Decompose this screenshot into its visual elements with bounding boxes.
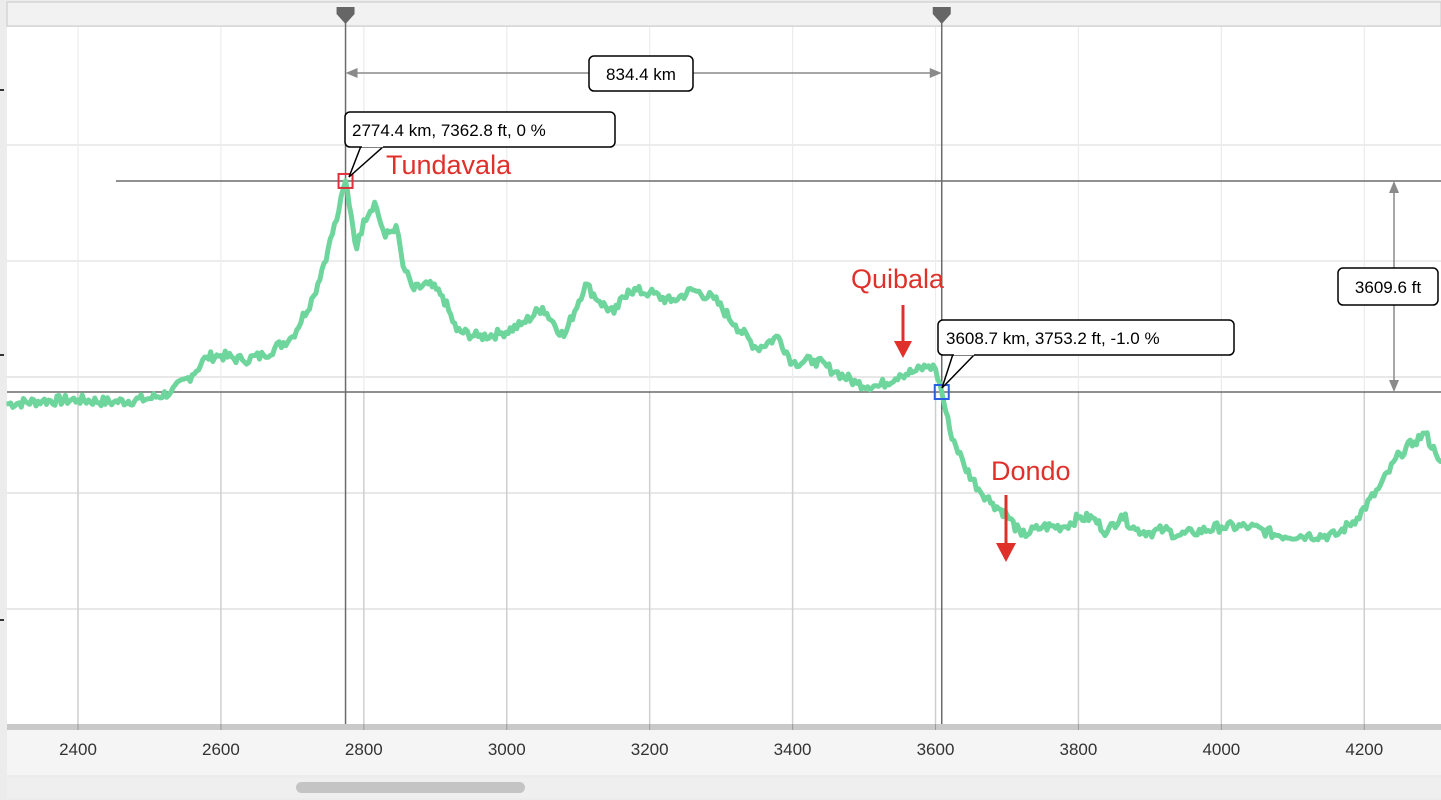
horizontal-scrollbar-thumb[interactable] [296, 782, 525, 793]
end-callout-pointer [941, 353, 976, 389]
x-tick-label: 3600 [917, 740, 955, 759]
elevation-arrow-head-bottom [1389, 380, 1399, 392]
x-tick-label: 4200 [1345, 740, 1383, 759]
elevation-series-line[interactable] [6, 178, 1441, 543]
x-tick-label: 3800 [1060, 740, 1098, 759]
end-marker-label: 3608.7 km, 3753.2 ft, -1.0 % [946, 329, 1160, 348]
start-callout-pointer [348, 145, 385, 178]
place-annotations: Tundavala Quibala Dondo [386, 150, 1071, 562]
start-marker-point[interactable] [337, 172, 354, 189]
x-tick-label: 2400 [59, 740, 97, 759]
annotation-quibala-arrow-head [894, 341, 912, 358]
elevation-arrow-head-top [1389, 180, 1399, 193]
horizontal-scrollbar-track[interactable] [7, 778, 1441, 798]
x-tick-label: 3200 [631, 740, 669, 759]
start-marker-callout: 2774.4 km, 7362.8 ft, 0 % [344, 111, 616, 178]
elevation-diff-callout-box [1337, 267, 1439, 306]
distance-callout: 834.4 km [588, 55, 694, 92]
x-tick-label: 4000 [1202, 740, 1240, 759]
annotation-tundavala: Tundavala [386, 150, 512, 180]
start-marker-handle[interactable] [336, 7, 355, 24]
annotation-quibala: Quibala [851, 264, 945, 294]
x-axis-line [7, 724, 1441, 730]
annotation-dondo-arrow-head [996, 543, 1016, 562]
distance-arrow-head-right [929, 68, 942, 78]
x-tick-label: 2800 [345, 740, 383, 759]
end-callout-box [937, 319, 1235, 356]
annotation-dondo: Dondo [991, 456, 1071, 486]
elevation-diff-callout: 3609.6 ft [1337, 267, 1439, 306]
x-axis-band [7, 730, 1441, 775]
end-marker-point[interactable] [933, 384, 950, 400]
end-marker-callout: 3608.7 km, 3753.2 ft, -1.0 % [937, 319, 1235, 389]
y-axis-ticks [0, 89, 4, 621]
x-tick-label: 3000 [488, 740, 526, 759]
x-tick-label: 2600 [202, 740, 240, 759]
distance-callout-box [588, 55, 694, 92]
selection-markers[interactable] [336, 7, 951, 400]
marker-ruler[interactable] [6, 1, 1441, 27]
start-callout-box [344, 111, 616, 148]
x-tick-label: 3400 [774, 740, 812, 759]
horizontal-gridlines [7, 144, 1441, 610]
x-axis-ticks: 2400 2600 2800 3000 3200 3400 3600 3800 4000 4200 [59, 724, 1383, 759]
elevation-diff-label: 3609.6 ft [1355, 278, 1421, 297]
distance-arrow-head-left [345, 68, 358, 78]
distance-label: 834.4 km [606, 65, 676, 84]
start-marker-label: 2774.4 km, 7362.8 ft, 0 % [352, 121, 546, 140]
end-marker-handle[interactable] [932, 7, 951, 24]
